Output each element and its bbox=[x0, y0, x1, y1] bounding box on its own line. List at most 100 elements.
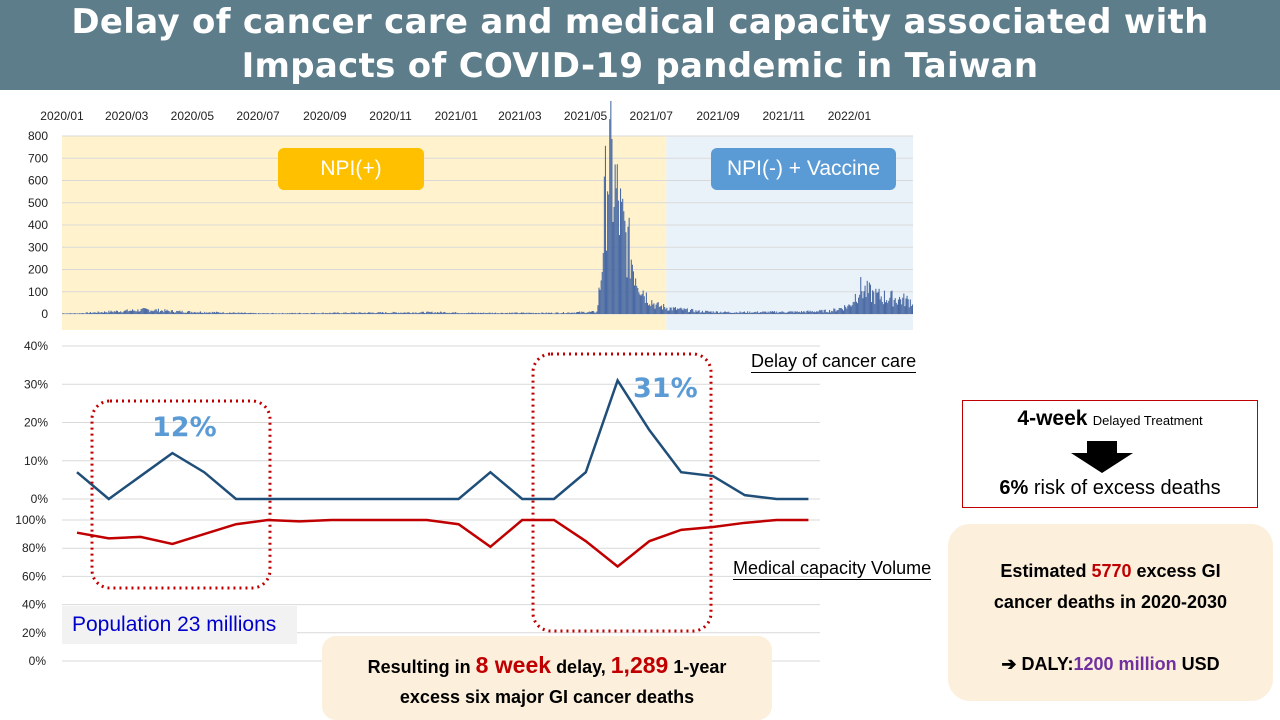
delay-series-line bbox=[76, 377, 809, 501]
daily-case-bar bbox=[812, 312, 814, 314]
daily-case-bar bbox=[253, 313, 255, 314]
daily-case-bar bbox=[888, 300, 890, 314]
daily-case-bar bbox=[622, 198, 624, 314]
daily-case-bar bbox=[101, 312, 103, 314]
daily-case-bar bbox=[172, 311, 175, 314]
daily-case-bar bbox=[153, 310, 155, 314]
daily-case-bar bbox=[389, 313, 391, 314]
daily-case-bar bbox=[343, 312, 345, 314]
daily-case-bar bbox=[541, 312, 543, 314]
daily-case-bar bbox=[618, 235, 620, 314]
daily-case-bar bbox=[532, 312, 534, 314]
daily-case-bar bbox=[803, 311, 805, 314]
daily-case-bar bbox=[639, 294, 641, 314]
daily-case-bar bbox=[784, 312, 786, 314]
daily-case-bar bbox=[232, 312, 234, 314]
daily-case-bar bbox=[434, 312, 436, 314]
daily-case-bar bbox=[776, 311, 778, 314]
cases-x-tick: 2021/11 bbox=[762, 109, 805, 123]
daily-case-bar bbox=[538, 312, 540, 314]
daily-case-bar bbox=[789, 311, 791, 314]
daily-case-bar bbox=[416, 313, 418, 314]
daily-case-bar bbox=[613, 206, 615, 314]
daily-case-bar bbox=[822, 312, 824, 314]
daily-case-bar bbox=[584, 313, 586, 314]
daily-case-bar bbox=[617, 200, 619, 314]
daily-case-bar bbox=[566, 313, 568, 314]
daily-case-bar bbox=[304, 313, 306, 314]
daily-case-bar bbox=[185, 312, 187, 314]
daily-case-bar bbox=[200, 312, 203, 314]
daily-case-bar bbox=[467, 313, 469, 314]
daily-case-bar bbox=[810, 311, 812, 314]
daily-case-bar bbox=[440, 311, 442, 314]
daily-case-bar bbox=[795, 311, 797, 314]
daily-case-bar bbox=[479, 312, 482, 314]
daily-case-bar bbox=[754, 311, 756, 314]
daily-case-bar bbox=[147, 309, 149, 314]
daily-case-bar bbox=[291, 312, 293, 314]
daily-case-bar bbox=[227, 313, 229, 314]
daily-case-bar bbox=[322, 312, 324, 314]
daily-case-bar bbox=[378, 312, 380, 314]
daily-case-bar bbox=[375, 313, 377, 314]
daily-case-bar bbox=[698, 310, 700, 314]
daily-case-bar bbox=[504, 312, 506, 314]
daily-case-bar bbox=[122, 312, 124, 314]
daily-case-bar bbox=[179, 310, 181, 314]
daily-case-bar bbox=[120, 311, 122, 314]
daily-case-bar bbox=[223, 313, 225, 314]
daily-case-bar bbox=[867, 293, 869, 314]
daily-case-bar bbox=[556, 312, 558, 314]
daily-case-bar bbox=[242, 313, 245, 314]
daily-case-bar bbox=[721, 312, 723, 314]
daily-case-bar bbox=[390, 312, 392, 314]
daily-case-bar bbox=[645, 292, 647, 314]
cases-x-tick: 2020/07 bbox=[236, 109, 280, 123]
daily-case-bar bbox=[791, 311, 793, 314]
daily-case-bar bbox=[127, 311, 129, 314]
daily-case-bar bbox=[695, 310, 697, 314]
cases-x-tick: 2020/03 bbox=[105, 109, 149, 123]
daily-case-bar bbox=[596, 311, 598, 314]
daily-case-bar bbox=[294, 312, 296, 314]
daily-case-bar bbox=[734, 312, 736, 314]
daily-case-bar bbox=[157, 308, 159, 314]
daily-case-bar bbox=[636, 285, 638, 314]
result-deaths: 1,289 bbox=[610, 652, 669, 678]
daily-case-bar bbox=[540, 313, 542, 314]
daily-case-bar bbox=[459, 313, 461, 314]
daily-case-bar bbox=[879, 299, 881, 314]
cases-y-tick: 500 bbox=[28, 196, 48, 210]
daily-case-bar bbox=[405, 312, 407, 314]
daily-case-bar bbox=[261, 313, 263, 314]
daily-case-bar bbox=[818, 311, 820, 314]
delay-y-tick: 20% bbox=[24, 416, 48, 430]
daily-case-bar bbox=[539, 313, 541, 314]
daily-case-bar bbox=[355, 313, 357, 314]
daily-case-bar bbox=[82, 313, 84, 314]
daily-case-bar bbox=[737, 313, 739, 314]
daily-case-bar bbox=[513, 313, 515, 314]
daily-case-bar bbox=[497, 313, 499, 314]
daily-case-bar bbox=[164, 309, 166, 314]
daily-case-bar bbox=[358, 312, 360, 314]
daily-case-bar bbox=[627, 226, 629, 314]
daily-case-bar bbox=[381, 312, 384, 314]
daily-case-bar bbox=[199, 311, 201, 314]
daily-case-bar bbox=[300, 313, 302, 314]
daily-case-bar bbox=[133, 310, 135, 314]
daily-case-bar bbox=[213, 311, 215, 314]
daily-case-bar bbox=[307, 313, 309, 314]
daily-case-bar bbox=[234, 312, 236, 314]
daily-case-bar bbox=[247, 313, 249, 314]
daily-case-bar bbox=[94, 312, 96, 314]
daily-case-bar bbox=[904, 306, 906, 314]
daily-case-bar bbox=[81, 313, 83, 314]
daily-case-bar bbox=[425, 313, 427, 314]
daily-case-bar bbox=[252, 312, 254, 314]
result-text-1: Resulting in bbox=[367, 657, 476, 677]
delay-y-tick: 0% bbox=[31, 492, 49, 506]
daily-case-bar bbox=[428, 311, 430, 314]
daily-case-bar bbox=[528, 312, 530, 314]
